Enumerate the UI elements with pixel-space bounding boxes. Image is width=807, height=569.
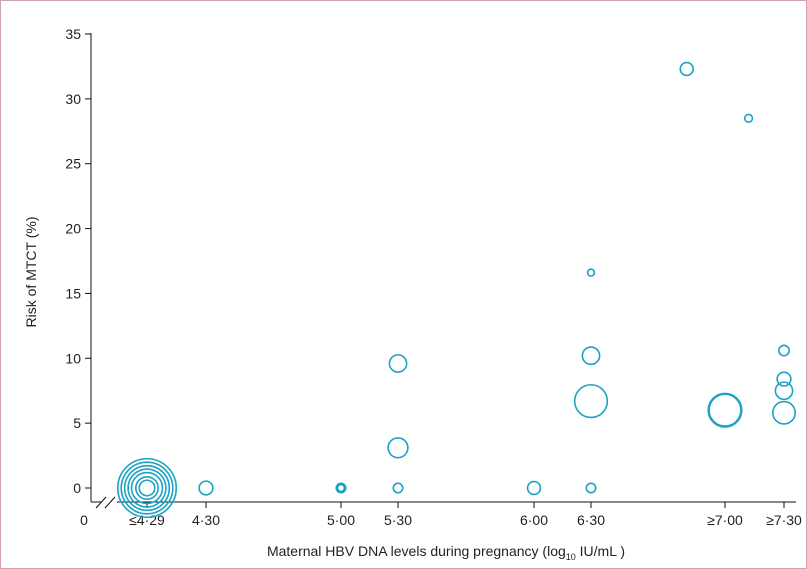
bubble-point bbox=[120, 461, 174, 515]
y-tick-label: 5 bbox=[73, 415, 81, 431]
bubbles bbox=[116, 61, 796, 519]
x-tick-label: ≥7·30 bbox=[766, 512, 802, 528]
bubble-point bbox=[198, 480, 214, 496]
y-ticks: 0 5 10 15 20 25 30 35 bbox=[65, 26, 91, 496]
y-tick-label: 0 bbox=[73, 480, 81, 496]
x-axis-title: Maternal HBV DNA levels during pregnancy… bbox=[267, 543, 625, 562]
axes bbox=[90, 33, 796, 509]
y-tick-label: 15 bbox=[65, 285, 81, 301]
bubble-point bbox=[586, 268, 596, 277]
bubble-point bbox=[707, 392, 743, 428]
bubble-point bbox=[774, 381, 794, 401]
bubble-point bbox=[573, 383, 609, 419]
x-tick-label: 6·30 bbox=[577, 512, 605, 528]
bubble-point bbox=[708, 393, 742, 427]
bubble-point bbox=[679, 61, 694, 77]
bubble-point bbox=[135, 476, 159, 500]
bubble-point bbox=[138, 479, 156, 497]
axis-break-mark bbox=[95, 496, 107, 509]
bubble-point bbox=[778, 344, 790, 357]
bubble-point bbox=[335, 482, 347, 494]
x-tick-label: ≥7·00 bbox=[707, 512, 743, 528]
y-tick-label: 20 bbox=[65, 221, 81, 237]
bubble-point bbox=[581, 346, 601, 366]
x-axis-title-end: IU/mL ) bbox=[576, 543, 625, 559]
x-tick-label: 0 bbox=[80, 512, 88, 528]
bubble-point bbox=[772, 400, 796, 425]
bubble-point bbox=[127, 468, 167, 508]
bubble-point bbox=[585, 482, 597, 494]
bubble-point bbox=[387, 437, 409, 459]
bubble-point bbox=[336, 483, 346, 493]
y-tick-label: 10 bbox=[65, 350, 81, 366]
bubble-point bbox=[116, 457, 178, 519]
bubble-point bbox=[388, 354, 408, 373]
bubble-point bbox=[776, 371, 792, 387]
x-tick-label: 5·30 bbox=[384, 512, 412, 528]
y-tick-label: 35 bbox=[65, 26, 81, 42]
x-tick-label: 5·00 bbox=[327, 512, 355, 528]
bubble-point bbox=[123, 464, 171, 512]
bubble-point bbox=[392, 482, 404, 494]
y-axis-title: Risk of MTCT (%) bbox=[23, 217, 39, 328]
y-tick-label: 25 bbox=[65, 156, 81, 172]
y-tick-label: 30 bbox=[65, 91, 81, 107]
x-ticks: 0 ≤4·29 4·30 5·00 5·30 6·00 6·30 ≥7·00 ≥7·30 bbox=[80, 502, 802, 528]
bubble-point bbox=[526, 480, 542, 496]
axis-break-mark bbox=[104, 496, 116, 509]
x-axis-title-subscript: 10 bbox=[566, 552, 576, 562]
bubble-point bbox=[130, 471, 164, 505]
bubble-point bbox=[743, 113, 754, 123]
x-axis-title-main: Maternal HBV DNA levels during pregnancy… bbox=[267, 543, 566, 559]
x-tick-label: 4·30 bbox=[192, 512, 220, 528]
x-tick-label: 6·00 bbox=[520, 512, 548, 528]
